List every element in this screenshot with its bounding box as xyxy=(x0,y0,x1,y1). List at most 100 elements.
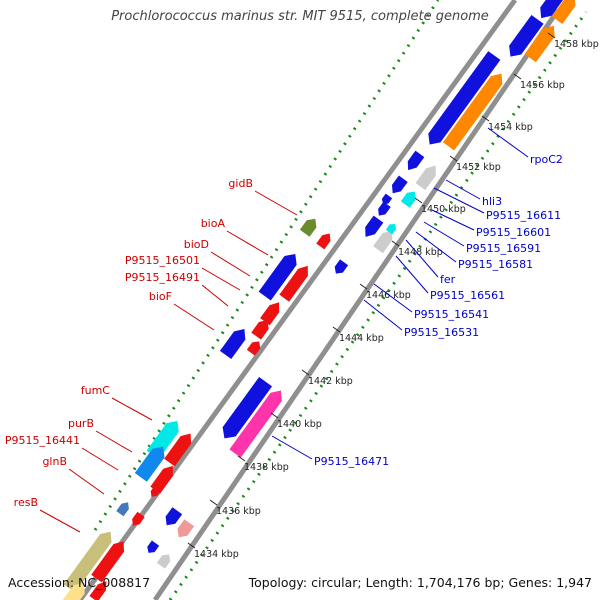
gene-label-left[interactable]: glnB xyxy=(42,455,67,468)
right-label-leader xyxy=(431,209,475,231)
left-label-leader xyxy=(39,509,81,533)
ruler-tick xyxy=(301,369,310,376)
gene-label-right[interactable]: P9515_16541 xyxy=(414,308,489,321)
gene-label-right[interactable]: P9515_16611 xyxy=(486,209,561,222)
right-label-leader xyxy=(445,179,481,200)
left-label-leader xyxy=(81,447,119,471)
gene-block[interactable] xyxy=(162,507,183,529)
gene-block[interactable] xyxy=(60,579,90,600)
right-label-leader xyxy=(373,283,413,313)
gene-label-right[interactable]: P9515_16601 xyxy=(476,226,551,239)
gc-dots-left xyxy=(93,0,440,531)
gene-block[interactable] xyxy=(442,69,507,151)
gene-block[interactable] xyxy=(219,325,250,360)
ruler-tick-label: 1456 kbp xyxy=(520,80,565,91)
gene-label-right[interactable]: fer xyxy=(440,273,456,286)
backbone-left xyxy=(77,0,518,600)
gene-block[interactable] xyxy=(260,299,284,326)
gene-block[interactable] xyxy=(251,316,272,340)
gene-block[interactable] xyxy=(134,442,169,482)
gene-label-left[interactable]: bioD xyxy=(184,238,209,251)
left-label-leader xyxy=(201,284,229,307)
backbone-layer xyxy=(77,0,561,600)
gene-block[interactable] xyxy=(380,193,393,207)
gene-block[interactable] xyxy=(218,376,273,443)
ruler-tick xyxy=(449,155,458,162)
ruler-tick-label: 1434 kbp xyxy=(194,549,239,560)
gene-block[interactable] xyxy=(504,14,544,61)
gene-label-left[interactable]: P9515_16441 xyxy=(5,434,80,447)
ruler-tick-label: 1440 kbp xyxy=(277,419,322,430)
gene-block[interactable] xyxy=(415,162,441,191)
ruler-tick-label: 1458 kbp xyxy=(554,39,599,50)
gene-block[interactable] xyxy=(116,500,132,517)
gene-block[interactable] xyxy=(156,551,173,569)
gene-block[interactable] xyxy=(385,222,398,235)
gene-label-left[interactable]: gidB xyxy=(228,177,253,190)
gene-block[interactable] xyxy=(375,201,391,219)
gene-block[interactable] xyxy=(174,519,195,541)
right-label-leader xyxy=(433,187,485,214)
gc-dots-right xyxy=(168,11,588,600)
ruler-tick-label: 1446 kbp xyxy=(366,290,411,301)
ruler-tick-label: 1438 kbp xyxy=(244,462,289,473)
gene-block[interactable] xyxy=(388,175,408,196)
gene-block[interactable] xyxy=(424,51,501,149)
gene-label-left[interactable]: P9515_16501 xyxy=(125,254,200,267)
left-label-leader xyxy=(226,230,269,256)
gene-block[interactable] xyxy=(332,259,349,276)
ruler-tick xyxy=(391,240,400,247)
gene-block[interactable] xyxy=(63,528,116,593)
map-title: Prochlorococcus marinus str. MIT 9515, c… xyxy=(111,9,489,24)
gene-label-left[interactable]: bioF xyxy=(149,290,172,303)
gene-block[interactable] xyxy=(148,484,162,499)
right-label-leader xyxy=(415,231,457,263)
gene-label-left[interactable]: resB xyxy=(14,496,38,509)
gene-block[interactable] xyxy=(524,22,560,63)
gc-dots-layer xyxy=(93,0,588,600)
ruler-tick xyxy=(513,73,522,80)
gene-block[interactable] xyxy=(164,430,196,467)
gene-label-right[interactable]: P9515_16471 xyxy=(314,455,389,468)
gene-label-left[interactable]: purB xyxy=(68,417,94,430)
ruler-tick-label: 1444 kbp xyxy=(339,333,384,344)
gene-block[interactable] xyxy=(551,0,580,24)
ruler-tick xyxy=(237,455,246,462)
gene-label-right[interactable]: P9515_16561 xyxy=(430,289,505,302)
right-label-leader xyxy=(423,221,465,247)
ruler-layer: 1434 kbp 1436 kbp 1438 kbp 1440 kbp 1442 kbp… xyxy=(187,32,599,560)
gene-block[interactable] xyxy=(316,231,333,250)
right-label-leader xyxy=(271,435,313,460)
ruler-tick-label: 1442 kbp xyxy=(308,376,353,387)
gene-block[interactable] xyxy=(373,227,397,254)
gene-block[interactable] xyxy=(536,0,565,22)
gene-block[interactable] xyxy=(229,386,286,458)
gene-label-right[interactable]: P9515_16531 xyxy=(404,326,479,339)
gene-label-right[interactable]: hli3 xyxy=(482,195,502,208)
gene-label-right[interactable]: rpoC2 xyxy=(530,153,563,166)
gene-block[interactable] xyxy=(246,338,263,356)
gene-label-right[interactable]: P9515_16581 xyxy=(458,258,533,271)
ruler-tick xyxy=(414,197,423,204)
gene-label-right[interactable]: P9515_16591 xyxy=(466,242,541,255)
left-label-leader xyxy=(254,190,298,216)
gene-block[interactable] xyxy=(299,215,320,237)
gene-label-left[interactable]: P9515_16491 xyxy=(125,271,200,284)
gene-block[interactable] xyxy=(404,150,425,174)
gene-block[interactable] xyxy=(279,262,312,302)
gene-label-left[interactable]: bioA xyxy=(201,217,226,230)
ruler-tick xyxy=(481,115,490,122)
gene-block[interactable] xyxy=(89,578,110,600)
gene-block[interactable] xyxy=(361,215,384,241)
gene-block[interactable] xyxy=(91,538,129,583)
genes-layer xyxy=(60,0,580,600)
gene-label-left[interactable]: fumC xyxy=(81,384,111,397)
left-label-leader xyxy=(68,468,105,495)
gene-block[interactable] xyxy=(129,511,145,529)
gene-block[interactable] xyxy=(400,188,419,208)
left-label-leader xyxy=(210,251,251,277)
gene-block[interactable] xyxy=(145,540,160,556)
gene-block[interactable] xyxy=(258,250,302,301)
